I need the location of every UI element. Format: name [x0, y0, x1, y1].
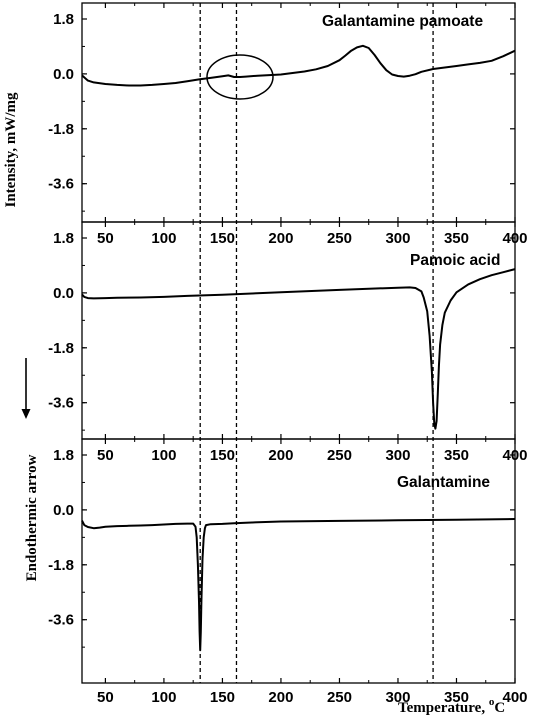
- x-tick-label-1-0: 50: [97, 230, 114, 247]
- y-tick-label-1-0: 1.8: [53, 230, 74, 247]
- x-tick-label-1-4: 250: [327, 230, 352, 247]
- bottom-x-tick-label-7: 400: [502, 689, 527, 706]
- x-tick-label-1-6: 350: [444, 230, 469, 247]
- x-tick-label-2-2: 150: [210, 447, 235, 464]
- y-tick-label-0-1: 0.0: [53, 66, 74, 83]
- bottom-x-tick-label-5: 300: [385, 689, 410, 706]
- x-tick-label-2-6: 350: [444, 447, 469, 464]
- bottom-x-tick-label-1: 100: [151, 689, 176, 706]
- x-axis-title-unit: C: [494, 700, 505, 716]
- bottom-x-tick-label-6: 350: [444, 689, 469, 706]
- y-tick-label-1-2: -1.8: [48, 340, 74, 357]
- y-tick-label-0-3: -3.6: [48, 176, 74, 193]
- y-axis-title: Intensity, mW/mg: [3, 92, 19, 208]
- x-axis-title-text: Temperature,: [398, 700, 489, 716]
- bottom-x-tick-label-0: 50: [97, 689, 114, 706]
- y-tick-label-0-0: 1.8: [53, 11, 74, 28]
- panel-0: 1.8 0.0 -1.8 -3.6: [48, 2, 516, 223]
- x-tick-label-2-3: 200: [268, 447, 293, 464]
- bottom-x-tick-label-4: 250: [327, 689, 352, 706]
- x-axis-title-superscript: o: [489, 696, 495, 708]
- x-axis-title: Temperature, oC: [398, 696, 505, 716]
- x-tick-label-1-3: 200: [268, 230, 293, 247]
- x-tick-label-2-4: 250: [327, 447, 352, 464]
- y-tick-label-2-2: -1.8: [48, 557, 74, 574]
- x-tick-label-2-0: 50: [97, 447, 114, 464]
- series-label-galantamine: Galantamine: [397, 474, 490, 491]
- y-tick-label-2-1: 0.0: [53, 502, 74, 519]
- panel-frame-0: [81, 2, 516, 223]
- panel-frame-2: [81, 438, 516, 684]
- x-tick-label-2-7: 400: [502, 447, 527, 464]
- series-line-1: [81, 268, 516, 430]
- highlight-ellipse: [206, 54, 274, 100]
- x-tick-label-2-1: 100: [151, 447, 176, 464]
- bottom-x-tick-labels: 50 100 150 200 250 300 350 400: [97, 689, 527, 706]
- x-tick-label-1-1: 100: [151, 230, 176, 247]
- y-tick-label-1-3: -3.6: [48, 395, 74, 412]
- highlight-layer: [206, 54, 274, 100]
- x-tick-label-2-5: 300: [385, 447, 410, 464]
- x-tick-label-1-7: 400: [502, 230, 527, 247]
- y-tick-label-2-3: -3.6: [48, 612, 74, 629]
- bottom-x-tick-label-2: 150: [210, 689, 235, 706]
- panel-1: 1.8 0.0 -1.8 -3.6 50 100 150 200 250 300 350 400: [48, 221, 528, 440]
- series-line-0: [81, 44, 516, 87]
- y-tick-label-1-1: 0.0: [53, 285, 74, 302]
- series-line-2: [81, 518, 516, 652]
- y-tick-label-2-0: 1.8: [53, 447, 74, 464]
- series-label-pamoic-acid: Pamoic acid: [410, 252, 500, 269]
- endothermic-arrow-label: Endothermic arrow: [24, 454, 40, 581]
- panels-layer: 1.8 0.0 -1.8 -3.6 1.8 0.0 -1.8 -3.6 50 100 150 200 2…: [48, 2, 528, 706]
- panel-2: 1.8 0.0 -1.8 -3.6 50 100 150 200 250 300 350 400: [48, 438, 528, 684]
- y-tick-label-0-2: -1.8: [48, 121, 74, 138]
- bottom-x-tick-label-3: 200: [268, 689, 293, 706]
- reference-lines-layer: [199, 3, 434, 683]
- endothermic-arrow: [21, 358, 31, 419]
- x-tick-label-1-5: 300: [385, 230, 410, 247]
- x-tick-label-1-2: 150: [210, 230, 235, 247]
- series-label-galantamine-pamoate: Galantamine pamoate: [322, 13, 483, 30]
